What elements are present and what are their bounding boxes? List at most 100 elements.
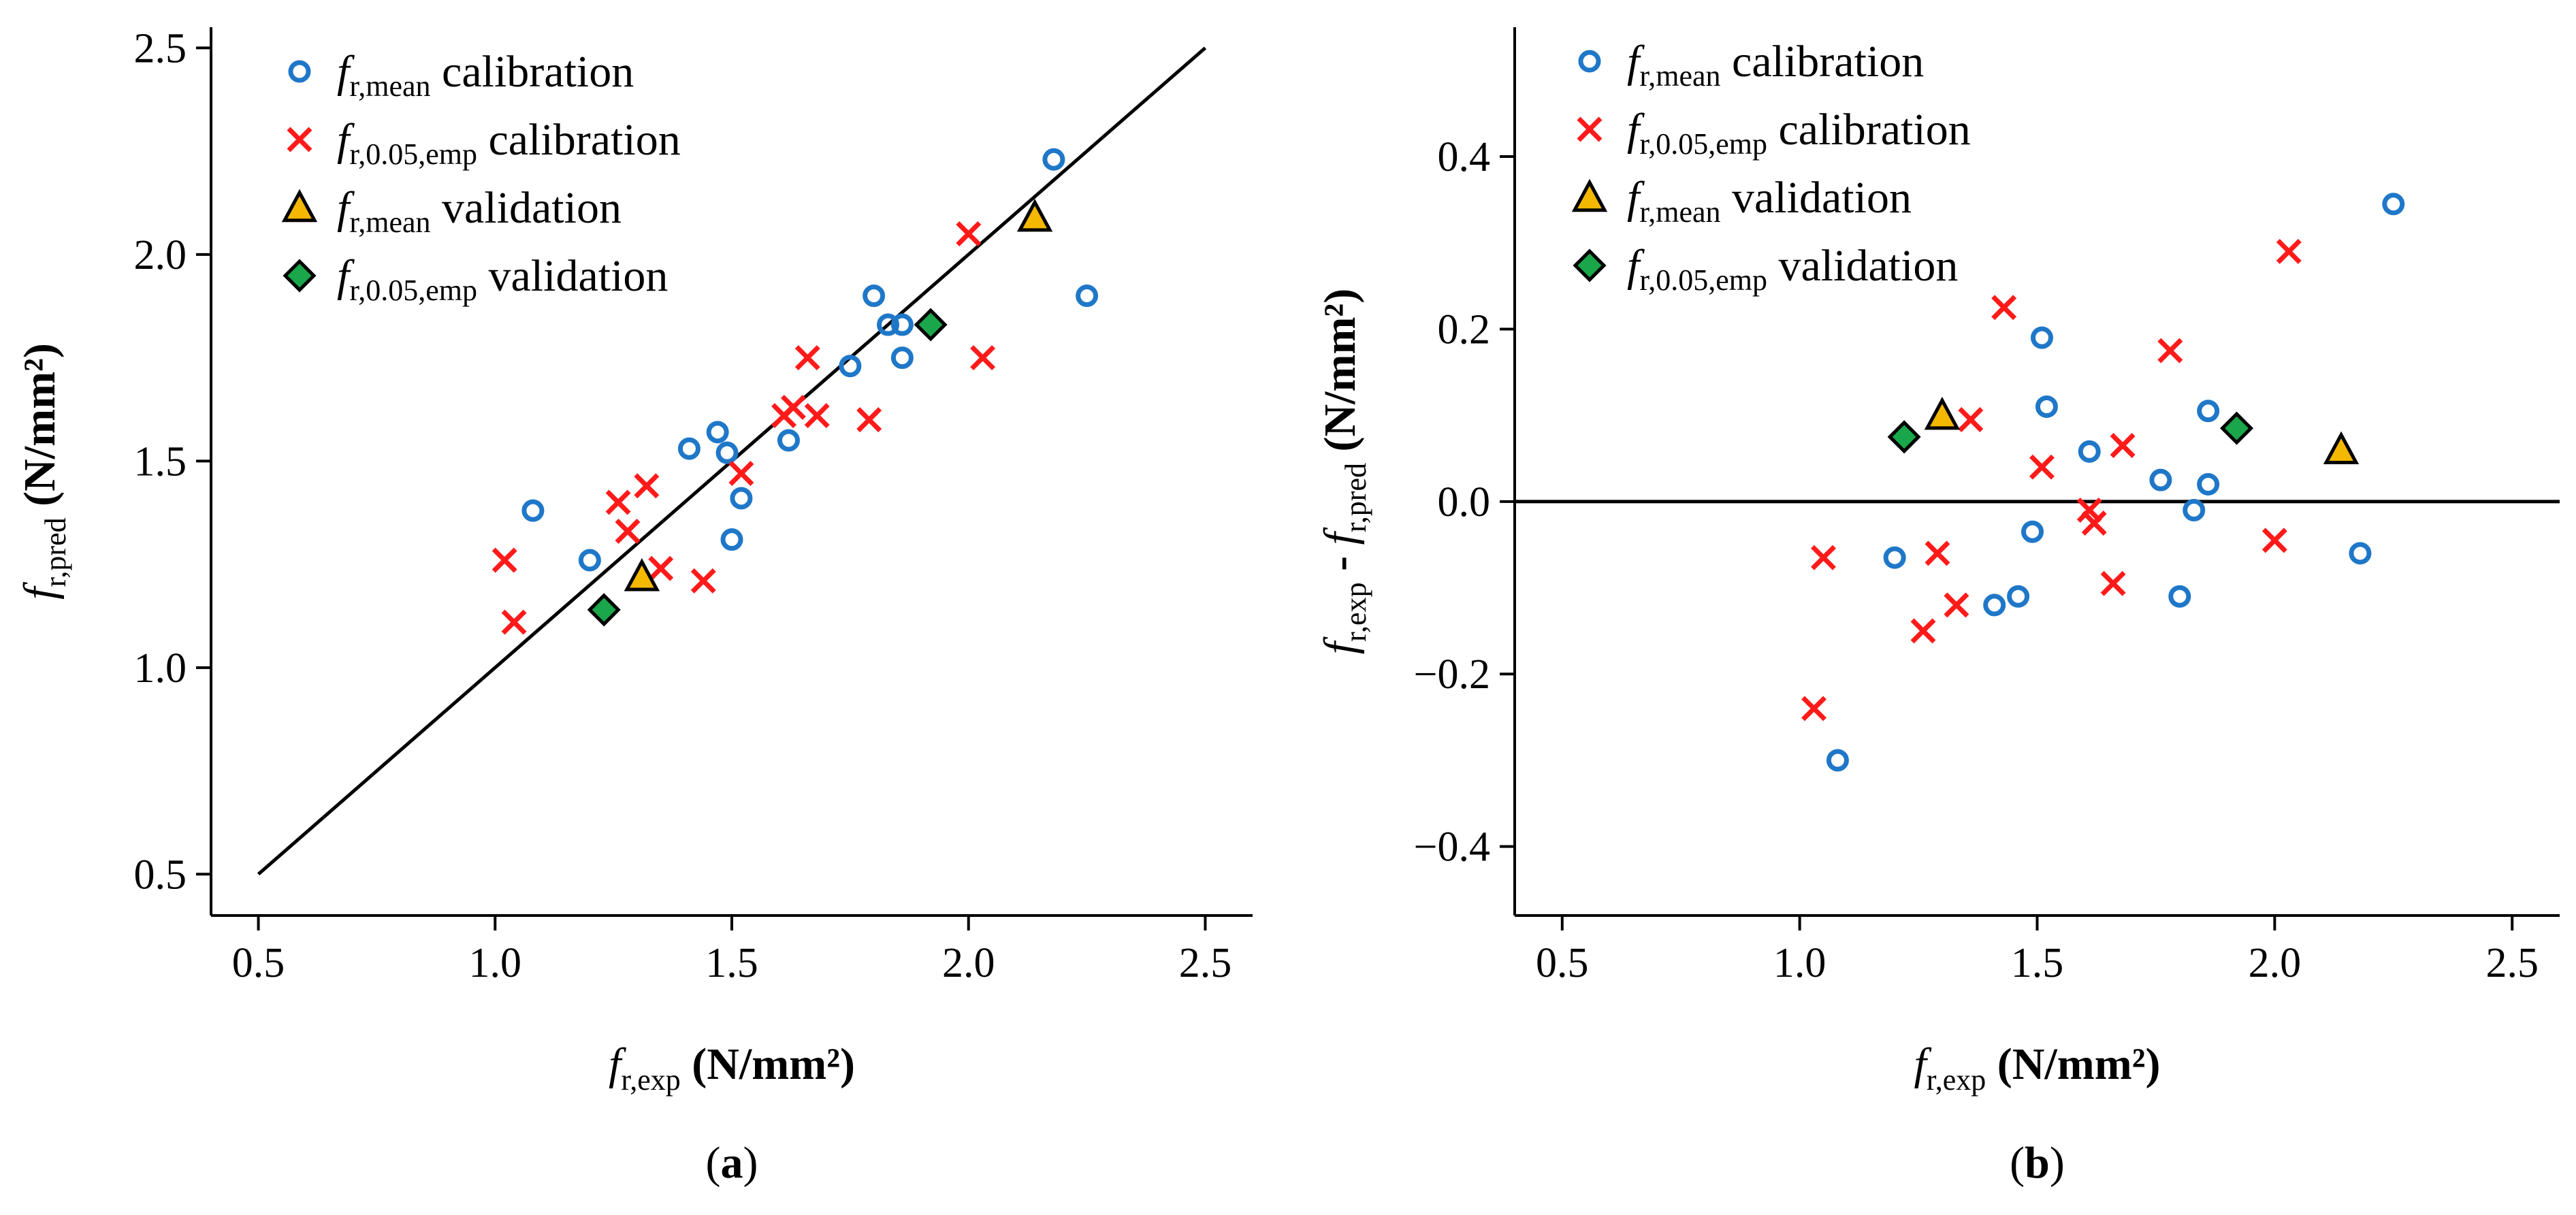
data-point-x: [605, 489, 631, 515]
y-tick-label: 1.0: [134, 645, 187, 692]
x-tick-label: 2.0: [2249, 940, 2302, 986]
x-tick-label: 2.5: [2485, 940, 2539, 986]
legend-marker-x-stroke-b: [287, 127, 312, 152]
data-point-x: [2276, 238, 2302, 264]
data-point-circle: [777, 429, 800, 452]
data-point-x: [804, 403, 830, 429]
x-tick-label: 0.5: [232, 940, 285, 986]
data-point-x-stroke-b: [1910, 618, 1936, 644]
y-tick-label: 0.5: [134, 852, 187, 898]
series-circle: [1826, 193, 2405, 772]
legend-label-mean_val: fr,mean validation: [1627, 173, 1912, 229]
data-point-triangle: [1924, 396, 1961, 430]
data-point-circle: [2197, 400, 2220, 423]
data-point-x-stroke-b: [970, 345, 996, 371]
data-point-circle: [1983, 594, 2006, 617]
data-point-x-stroke-b: [728, 461, 754, 487]
data-point-x: [1944, 592, 1969, 618]
panel-label: (b): [2010, 1138, 2065, 1188]
data-point-x: [1925, 540, 1950, 566]
chart-panel-a: 0.5 1.0 1.5 2.0 2.5 0.5 1.0 1.5 2.0 2.5 fr,exp (N/…: [15, 25, 1253, 1188]
data-point-x: [2261, 528, 2287, 553]
data-point-x-stroke-b: [634, 473, 660, 499]
data-point-circle: [839, 355, 862, 378]
data-point-circle: [2078, 440, 2101, 463]
data-point-circle: [877, 313, 899, 336]
data-point-circle: [706, 421, 729, 444]
legend: fr,mean calibration fr,0.05,emp calibrati…: [1571, 37, 1971, 297]
data-point-circle: [2021, 520, 2044, 543]
data-point-x-stroke-b: [1944, 592, 1969, 618]
data-point-circle: [1826, 749, 1849, 772]
data-point-circle: [2349, 542, 2372, 565]
data-point-x: [1910, 618, 1936, 644]
data-point-x: [690, 568, 716, 594]
data-point-x-stroke-b: [690, 568, 716, 594]
legend-label-emp_cal: fr,0.05,emp calibration: [1627, 105, 1971, 161]
data-point-x-stroke-b: [1811, 545, 1836, 570]
data-point-circle: [2382, 193, 2405, 216]
data-point-circle: [2197, 473, 2220, 496]
data-point-circle: [521, 499, 545, 522]
y-tick-label: 0.4: [1438, 134, 1491, 180]
data-point-x: [970, 345, 996, 371]
data-point-circle: [720, 528, 743, 551]
chart-panel-b: 0.5 1.0 1.5 2.0 2.5 −0.4 −0.2 0.0 0.2 0.4 fr,exp (…: [1315, 27, 2560, 1188]
data-point-circle: [715, 441, 739, 464]
legend-marker-x-stroke-b: [1577, 116, 1603, 142]
y-tick-label: 0.2: [1438, 306, 1491, 353]
data-point-x-stroke-b: [2110, 433, 2136, 458]
data-point-triangle: [624, 558, 660, 592]
legend-label-emp_cal: fr,0.05,emp calibration: [337, 115, 681, 171]
legend-marker-x: [287, 127, 312, 152]
data-point-x: [728, 461, 754, 487]
data-point-x: [492, 547, 517, 573]
data-point-x-stroke-b: [2081, 511, 2107, 536]
data-point-circle: [2007, 585, 2030, 608]
data-point-x: [2029, 454, 2055, 480]
series-diamond: [1887, 411, 2254, 454]
data-point-x-stroke-b: [2100, 570, 2126, 596]
y-tick-label: −0.2: [1414, 651, 1490, 698]
data-point-circle: [2030, 326, 2053, 349]
data-point-circle: [2149, 468, 2172, 491]
data-point-x: [794, 345, 820, 371]
data-point-circle: [1076, 285, 1099, 308]
data-point-x: [2081, 511, 2107, 536]
data-point-circle: [2183, 499, 2206, 522]
legend-label-mean_val: fr,mean validation: [337, 183, 622, 239]
x-tick-label: 1.5: [705, 940, 758, 986]
data-point-x-stroke-b: [2076, 498, 2102, 523]
data-point-diamond: [587, 593, 621, 627]
legend-marker-x: [1577, 116, 1603, 142]
data-point-circle: [578, 549, 601, 572]
data-point-x: [856, 407, 882, 433]
data-point-diamond: [914, 308, 948, 342]
legend-marker-diamond: [1573, 248, 1607, 282]
data-point-circle: [890, 346, 914, 370]
y-axis-title: fr,exp - fr,pred (N/mm²): [1315, 289, 1372, 654]
data-point-x-stroke-b: [794, 345, 820, 371]
data-point-x-stroke-b: [1925, 540, 1950, 566]
data-point-x-stroke-b: [615, 519, 641, 544]
x-tick-label: 1.0: [1773, 940, 1826, 986]
data-point-x-stroke-b: [2261, 528, 2287, 553]
data-point-x-stroke-b: [492, 547, 517, 573]
legend: fr,mean calibration fr,0.05,emp calibrati…: [281, 47, 681, 307]
series-x: [492, 221, 996, 635]
data-point-triangle: [1016, 198, 1053, 232]
data-point-diamond: [1887, 420, 1921, 454]
legend-marker-triangle: [1571, 178, 1608, 212]
series-diamond: [587, 308, 948, 627]
legend-marker-diamond: [283, 259, 317, 293]
data-point-circle: [1883, 546, 1906, 569]
legend-marker-circle: [1578, 50, 1601, 73]
legend-label-emp_val: fr,0.05,emp validation: [1627, 241, 1958, 297]
data-point-x: [956, 221, 982, 246]
series-circle: [521, 148, 1099, 572]
data-point-x: [634, 473, 660, 499]
x-axis-title: fr,exp (N/mm²): [1914, 1039, 2161, 1097]
data-point-diamond: [2220, 411, 2254, 445]
x-tick-label: 2.5: [1179, 940, 1232, 986]
